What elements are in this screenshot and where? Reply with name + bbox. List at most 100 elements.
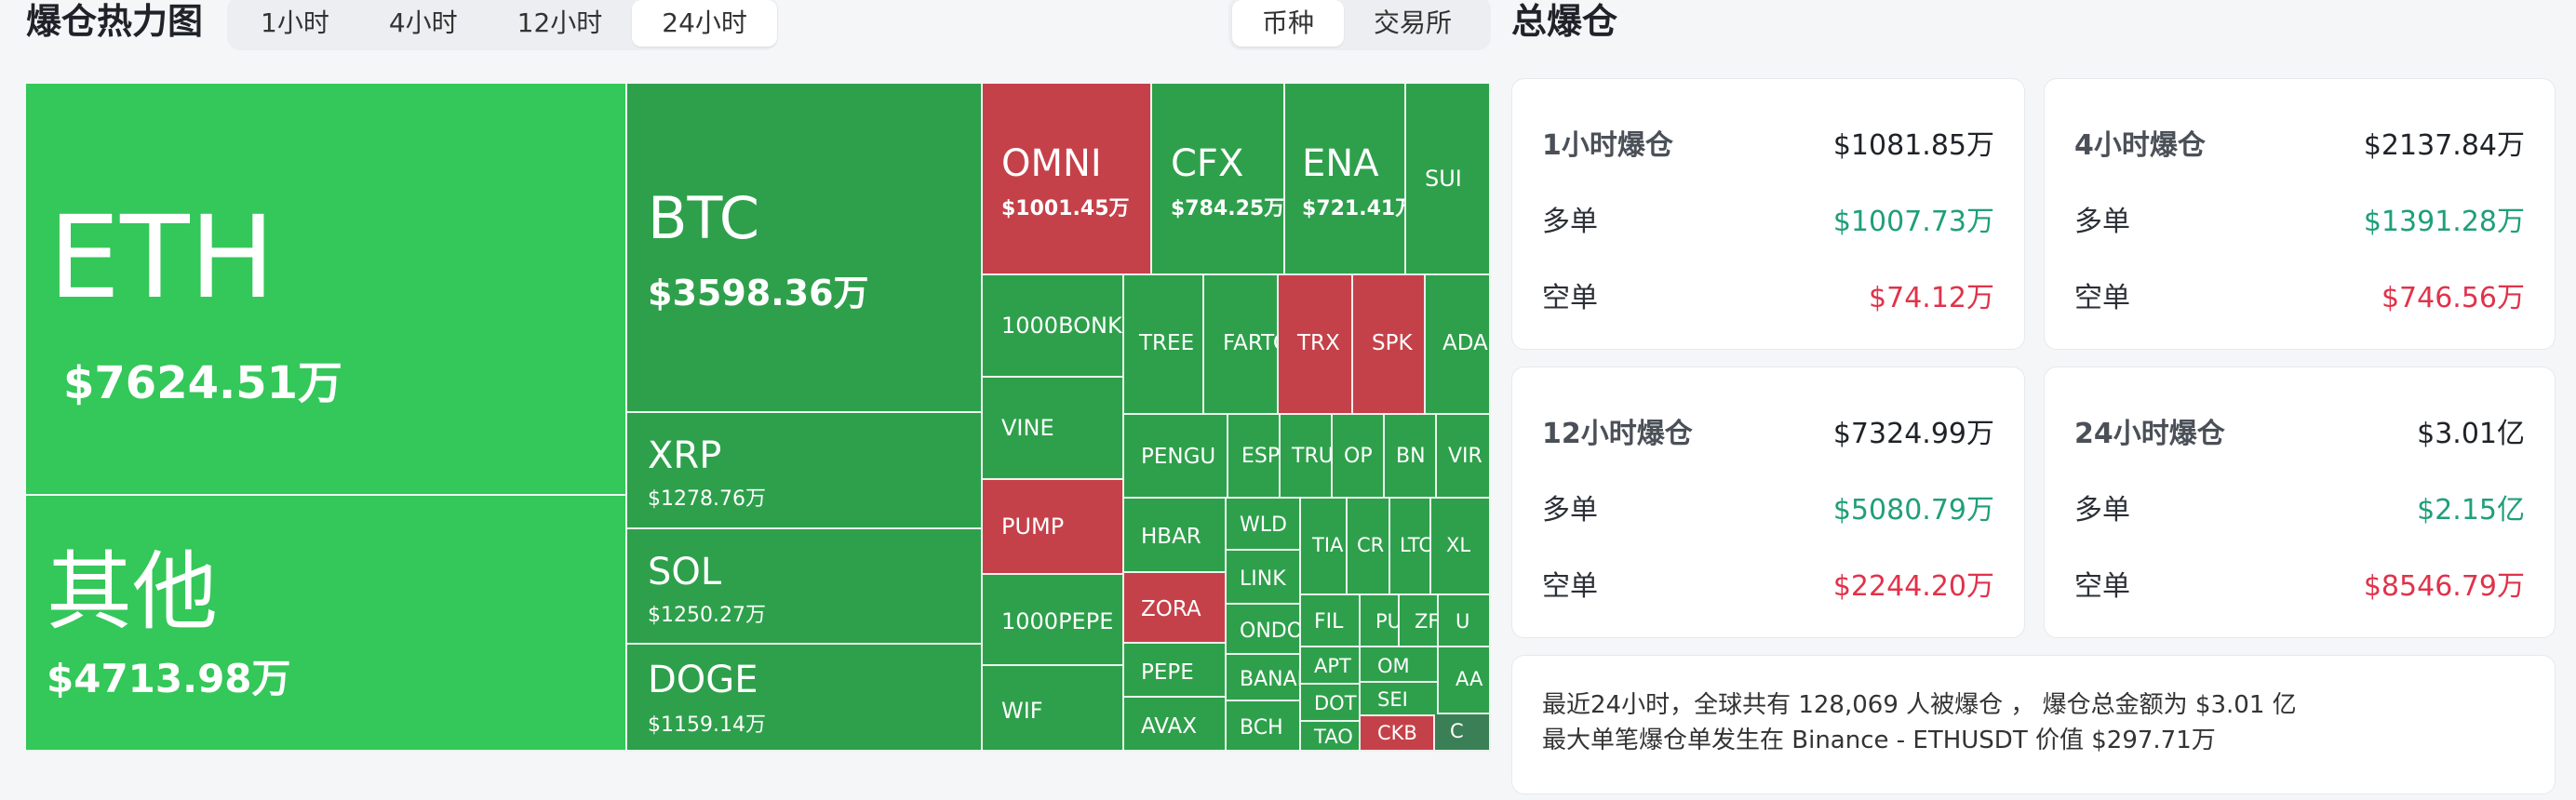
tile-spk[interactable]: SPK <box>1353 275 1426 415</box>
tab-4h[interactable]: 4小时 <box>388 7 458 38</box>
tile-banana[interactable]: BANAI <box>1227 655 1301 701</box>
tile-tru[interactable]: TRU <box>1281 415 1333 499</box>
tile-wld[interactable]: WLD <box>1227 499 1301 551</box>
tile-esp[interactable]: ESP <box>1228 415 1281 499</box>
tile-zf[interactable]: ZF <box>1400 595 1439 647</box>
tab-24h[interactable]: 24小时 <box>632 0 777 47</box>
tile-sui[interactable]: SUI <box>1406 84 1491 275</box>
tile-ltc[interactable]: LTC <box>1390 499 1431 595</box>
tab-exchange[interactable]: 交易所 <box>1374 7 1453 38</box>
tile-u[interactable]: U <box>1439 595 1491 647</box>
tile-name: ZF <box>1415 610 1439 633</box>
tile-1000pepe[interactable]: 1000PEPE <box>983 575 1124 666</box>
tile-om[interactable]: OM <box>1361 647 1439 683</box>
tile-bn[interactable]: BN <box>1385 415 1437 499</box>
heatmap-title: 爆仓热力图 <box>26 1 204 42</box>
tile-ada[interactable]: ADA <box>1426 275 1491 415</box>
tile-wif[interactable]: WIF <box>983 666 1124 752</box>
tile-1000bonk[interactable]: 1000BONK <box>983 275 1124 378</box>
short-value: $2244.20万 <box>1832 570 1994 603</box>
tile-name: BCH <box>1240 716 1283 740</box>
tab-1h[interactable]: 1小时 <box>261 7 329 38</box>
tab-12h[interactable]: 12小时 <box>517 7 603 38</box>
tile-tree[interactable]: TREE <box>1124 275 1204 415</box>
stats-card-24h: 24小时爆仓 $3.01亿 多单 $2.15亿 空单 $8546.79万 <box>2044 367 2556 638</box>
tile-link[interactable]: LINK <box>1227 551 1301 605</box>
tile-name: BTC <box>648 184 760 252</box>
tile-name: CR <box>1357 534 1385 556</box>
tile-fil[interactable]: FIL <box>1301 595 1361 647</box>
tile-pu[interactable]: PU <box>1361 595 1400 647</box>
tile-virtual[interactable]: VIR <box>1437 415 1491 499</box>
tile-apt[interactable]: APT <box>1301 647 1361 685</box>
tile-fartcoin[interactable]: FARTC <box>1204 275 1279 415</box>
tile-name: WIF <box>1001 698 1043 724</box>
tile-name: XL <box>1446 534 1471 556</box>
total-liquidation-title: 总爆仓 <box>1511 1 1618 42</box>
tile-name: AA <box>1456 668 1483 690</box>
tile-name: ZORA <box>1141 597 1201 621</box>
tile-value: $1159.14万 <box>648 713 766 737</box>
tile-c[interactable]: C <box>1435 714 1491 752</box>
card-total: $1081.85万 <box>1832 129 1994 162</box>
tile-crv[interactable]: CR <box>1348 499 1390 595</box>
tile-bch[interactable]: BCH <box>1227 701 1301 752</box>
tile-sol[interactable]: SOL $1250.27万 <box>627 529 983 645</box>
tile-value: $1001.45万 <box>1001 197 1130 220</box>
tile-xrp[interactable]: XRP $1278.76万 <box>627 413 983 529</box>
tile-dot[interactable]: DOT <box>1301 685 1361 722</box>
tile-pump[interactable]: PUMP <box>983 480 1124 575</box>
tile-avax[interactable]: AVAX <box>1124 698 1227 752</box>
tile-btc[interactable]: BTC $3598.36万 <box>627 84 983 413</box>
tile-ondo[interactable]: ONDO <box>1227 605 1301 655</box>
tile-value: $4713.98万 <box>47 656 291 701</box>
tile-name: 1000PEPE <box>1001 608 1114 634</box>
tile-tao[interactable]: TAO <box>1301 722 1361 752</box>
short-value: $8546.79万 <box>2363 570 2525 603</box>
tile-name: OMNI <box>1001 142 1102 185</box>
tile-tia[interactable]: TIA <box>1301 499 1348 595</box>
tile-vine[interactable]: VINE <box>983 378 1124 480</box>
short-value: $746.56万 <box>2381 282 2525 314</box>
tile-others[interactable]: 其他 $4713.98万 <box>26 496 627 752</box>
tile-name: C <box>1450 720 1464 742</box>
tile-name: PEPE <box>1141 660 1194 685</box>
tile-name: ADA <box>1442 331 1488 355</box>
tile-name: SEI <box>1377 688 1408 711</box>
tile-name: TAO <box>1314 726 1353 748</box>
tile-cfx[interactable]: CFX $784.25万 <box>1152 84 1285 275</box>
card-title: 4小时爆仓 <box>2074 129 2206 162</box>
tile-pepe[interactable]: PEPE <box>1124 644 1227 698</box>
tile-name: SOL <box>648 551 722 593</box>
tile-name: TRU <box>1292 445 1333 468</box>
long-label: 多单 <box>2074 494 2130 527</box>
tile-eth[interactable]: ETH $7624.51万 <box>26 84 627 496</box>
tile-name: OM <box>1377 655 1410 677</box>
tile-name: LINK <box>1240 567 1286 591</box>
tile-sei[interactable]: SEI <box>1361 683 1439 716</box>
tile-zora[interactable]: ZORA <box>1124 573 1227 644</box>
tile-name: OP <box>1344 445 1373 468</box>
card-title: 12小时爆仓 <box>1542 418 1693 450</box>
short-label: 空单 <box>2074 282 2130 314</box>
long-label: 多单 <box>1542 494 1598 527</box>
long-label: 多单 <box>1542 206 1598 238</box>
tile-name: 其他 <box>47 542 219 642</box>
tile-doge[interactable]: DOGE $1159.14万 <box>627 645 983 752</box>
time-range-tabs: 1小时 4小时 12小时 24小时 <box>227 0 778 50</box>
summary-line-1: 最近24小时，全球共有 128,069 人被爆仓 ， 爆仓总金额为 $3.01 … <box>1542 691 2297 719</box>
tile-omni[interactable]: OMNI $1001.45万 <box>983 84 1152 275</box>
tile-aave[interactable]: AA <box>1439 647 1491 714</box>
tile-xlm[interactable]: XL <box>1431 499 1491 595</box>
tile-trx[interactable]: TRX <box>1279 275 1353 415</box>
tile-ena[interactable]: ENA $721.41万 <box>1285 84 1406 275</box>
tile-pengu[interactable]: PENGU <box>1124 415 1228 499</box>
tile-name: TRX <box>1297 331 1340 355</box>
tile-ckb[interactable]: CKB <box>1361 716 1435 752</box>
tile-name: HBAR <box>1141 525 1201 549</box>
tile-hbar[interactable]: HBAR <box>1124 499 1227 573</box>
stats-card-12h: 12小时爆仓 $7324.99万 多单 $5080.79万 空单 $2244.20万 <box>1511 367 2025 638</box>
tile-op[interactable]: OP <box>1333 415 1385 499</box>
tab-coin[interactable]: 币种 <box>1232 0 1345 47</box>
short-value: $74.12万 <box>1869 282 1994 314</box>
